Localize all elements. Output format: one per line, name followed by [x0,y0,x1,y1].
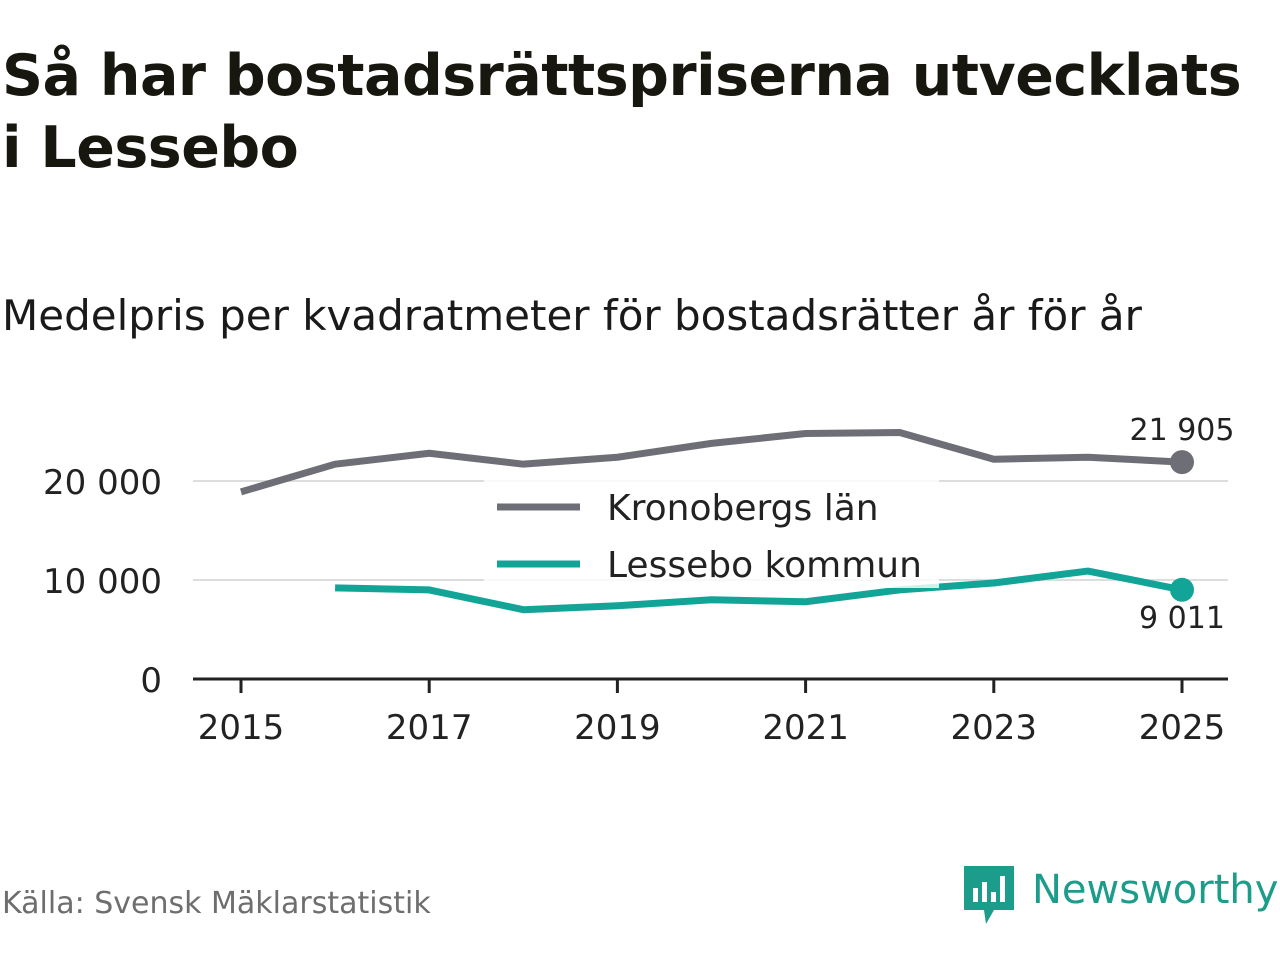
x-tick-label: 2019 [574,708,661,748]
x-tick-label: 2021 [762,708,849,748]
legend-background [484,474,939,588]
legend-label-lessebo-kommun: Lessebo kommun [607,545,922,586]
end-label-kronobergs-lan: 21 905 [1130,413,1235,448]
x-tick-label: 2017 [386,708,473,748]
series-line-lessebo-kommun [335,567,1183,614]
end-point-kronobergs-lan [1170,450,1194,475]
chart-title: Så har bostadsrättspriserna utvecklats i… [2,43,1242,181]
chart-subtitle: Medelpris per kvadratmeter för bostadsrä… [2,291,1142,340]
x-tick-label: 2023 [951,708,1038,748]
newsworthy-logo-icon [964,866,1014,924]
source-note: Källa: Svensk Mäklarstatistik [2,886,431,921]
end-label-lessebo-kommun: 9 011 [1139,601,1225,636]
legend-label-kronobergs-lan: Kronobergs län [607,488,879,529]
y-tick-label: 10 000 [43,562,162,602]
x-tick-label: 2025 [1139,708,1226,748]
x-tick-label: 2015 [198,708,285,748]
brand-name: Newsworthy [1032,867,1279,913]
y-tick-label: 20 000 [43,463,162,503]
y-tick-label: 0 [140,661,162,701]
series-line-kronobergs-lan [240,428,1183,496]
end-point-lessebo-kommun [1170,577,1194,602]
brand-logo: Newsworthy [964,866,1278,926]
